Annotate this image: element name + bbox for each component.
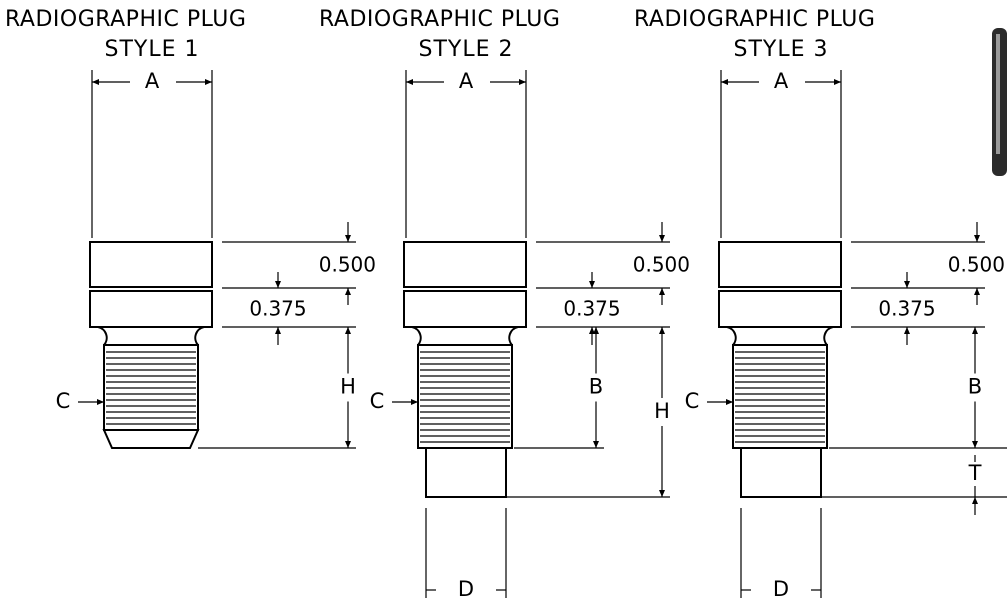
- arrowhead: [972, 327, 978, 334]
- plug-title: RADIOGRAPHIC PLUG: [319, 7, 560, 32]
- arrowhead: [974, 288, 980, 295]
- plug-pilot: [426, 448, 506, 497]
- arrowhead: [659, 490, 665, 497]
- dim-t-label: T: [968, 461, 982, 485]
- arrowhead: [726, 399, 733, 405]
- arrowhead: [972, 497, 978, 504]
- arrowhead: [972, 441, 978, 448]
- dim-h-label: H: [340, 375, 356, 399]
- dim-c-label: C: [370, 389, 385, 413]
- arrowhead: [97, 399, 104, 405]
- arrowhead: [92, 79, 99, 85]
- plug-title: RADIOGRAPHIC PLUG: [634, 7, 875, 32]
- plug-style: STYLE 3: [734, 37, 829, 62]
- plug-style: STYLE 2: [419, 37, 514, 62]
- dim-a-label: A: [145, 69, 160, 93]
- arrowhead: [205, 79, 212, 85]
- dim-a-label: A: [459, 69, 474, 93]
- dim-c-label: C: [685, 389, 700, 413]
- arrowhead: [659, 235, 665, 242]
- dim-top-label: 0.500: [633, 253, 690, 277]
- arrowhead: [345, 235, 351, 242]
- plug-collar: [719, 291, 841, 327]
- arrowhead: [834, 79, 841, 85]
- arrowhead: [275, 327, 281, 334]
- arrowhead: [406, 79, 413, 85]
- plug-head: [90, 242, 212, 287]
- plug-collar: [404, 291, 526, 327]
- plug-head: [404, 242, 526, 287]
- arrowhead: [721, 79, 728, 85]
- plug-title: RADIOGRAPHIC PLUG: [5, 7, 246, 32]
- plug-neck: [727, 327, 833, 345]
- dim-d-label: D: [458, 577, 474, 600]
- plug-pilot: [741, 448, 821, 497]
- dim-groove-label: 0.375: [563, 297, 620, 321]
- arrowhead: [593, 441, 599, 448]
- plug-thread: [418, 345, 512, 448]
- plug-head: [719, 242, 841, 287]
- cropped-part-highlight: [996, 34, 1000, 154]
- dim-top-label: 0.500: [948, 253, 1005, 277]
- plug-chamfer: [104, 430, 198, 448]
- arrowhead: [519, 79, 526, 85]
- arrowhead: [345, 288, 351, 295]
- plug-neck: [98, 327, 204, 345]
- dim-groove-label: 0.375: [878, 297, 935, 321]
- dim-b-label: B: [589, 375, 603, 399]
- arrowhead: [345, 441, 351, 448]
- plug-neck: [412, 327, 518, 345]
- arrowhead: [589, 281, 595, 288]
- arrowhead: [659, 288, 665, 295]
- drawing: RADIOGRAPHIC PLUG STYLE 1 A C 0.500 0.375 H RAD…: [0, 0, 1007, 600]
- dim-c-label: C: [56, 389, 71, 413]
- arrowhead: [904, 281, 910, 288]
- plug-collar: [90, 291, 212, 327]
- arrowhead: [345, 327, 351, 334]
- dim-b-label: B: [968, 375, 982, 399]
- arrowhead: [659, 327, 665, 334]
- arrowhead: [593, 327, 599, 334]
- plug-thread: [733, 345, 827, 448]
- arrowhead: [411, 399, 418, 405]
- arrowhead: [974, 235, 980, 242]
- arrowhead: [275, 281, 281, 288]
- dim-groove-label: 0.375: [249, 297, 306, 321]
- dim-a-label: A: [774, 69, 789, 93]
- dim-h-label: H: [654, 399, 670, 423]
- dim-top-label: 0.500: [319, 253, 376, 277]
- arrowhead: [904, 327, 910, 334]
- dim-d-label: D: [773, 577, 789, 600]
- plug-style: STYLE 1: [105, 37, 200, 62]
